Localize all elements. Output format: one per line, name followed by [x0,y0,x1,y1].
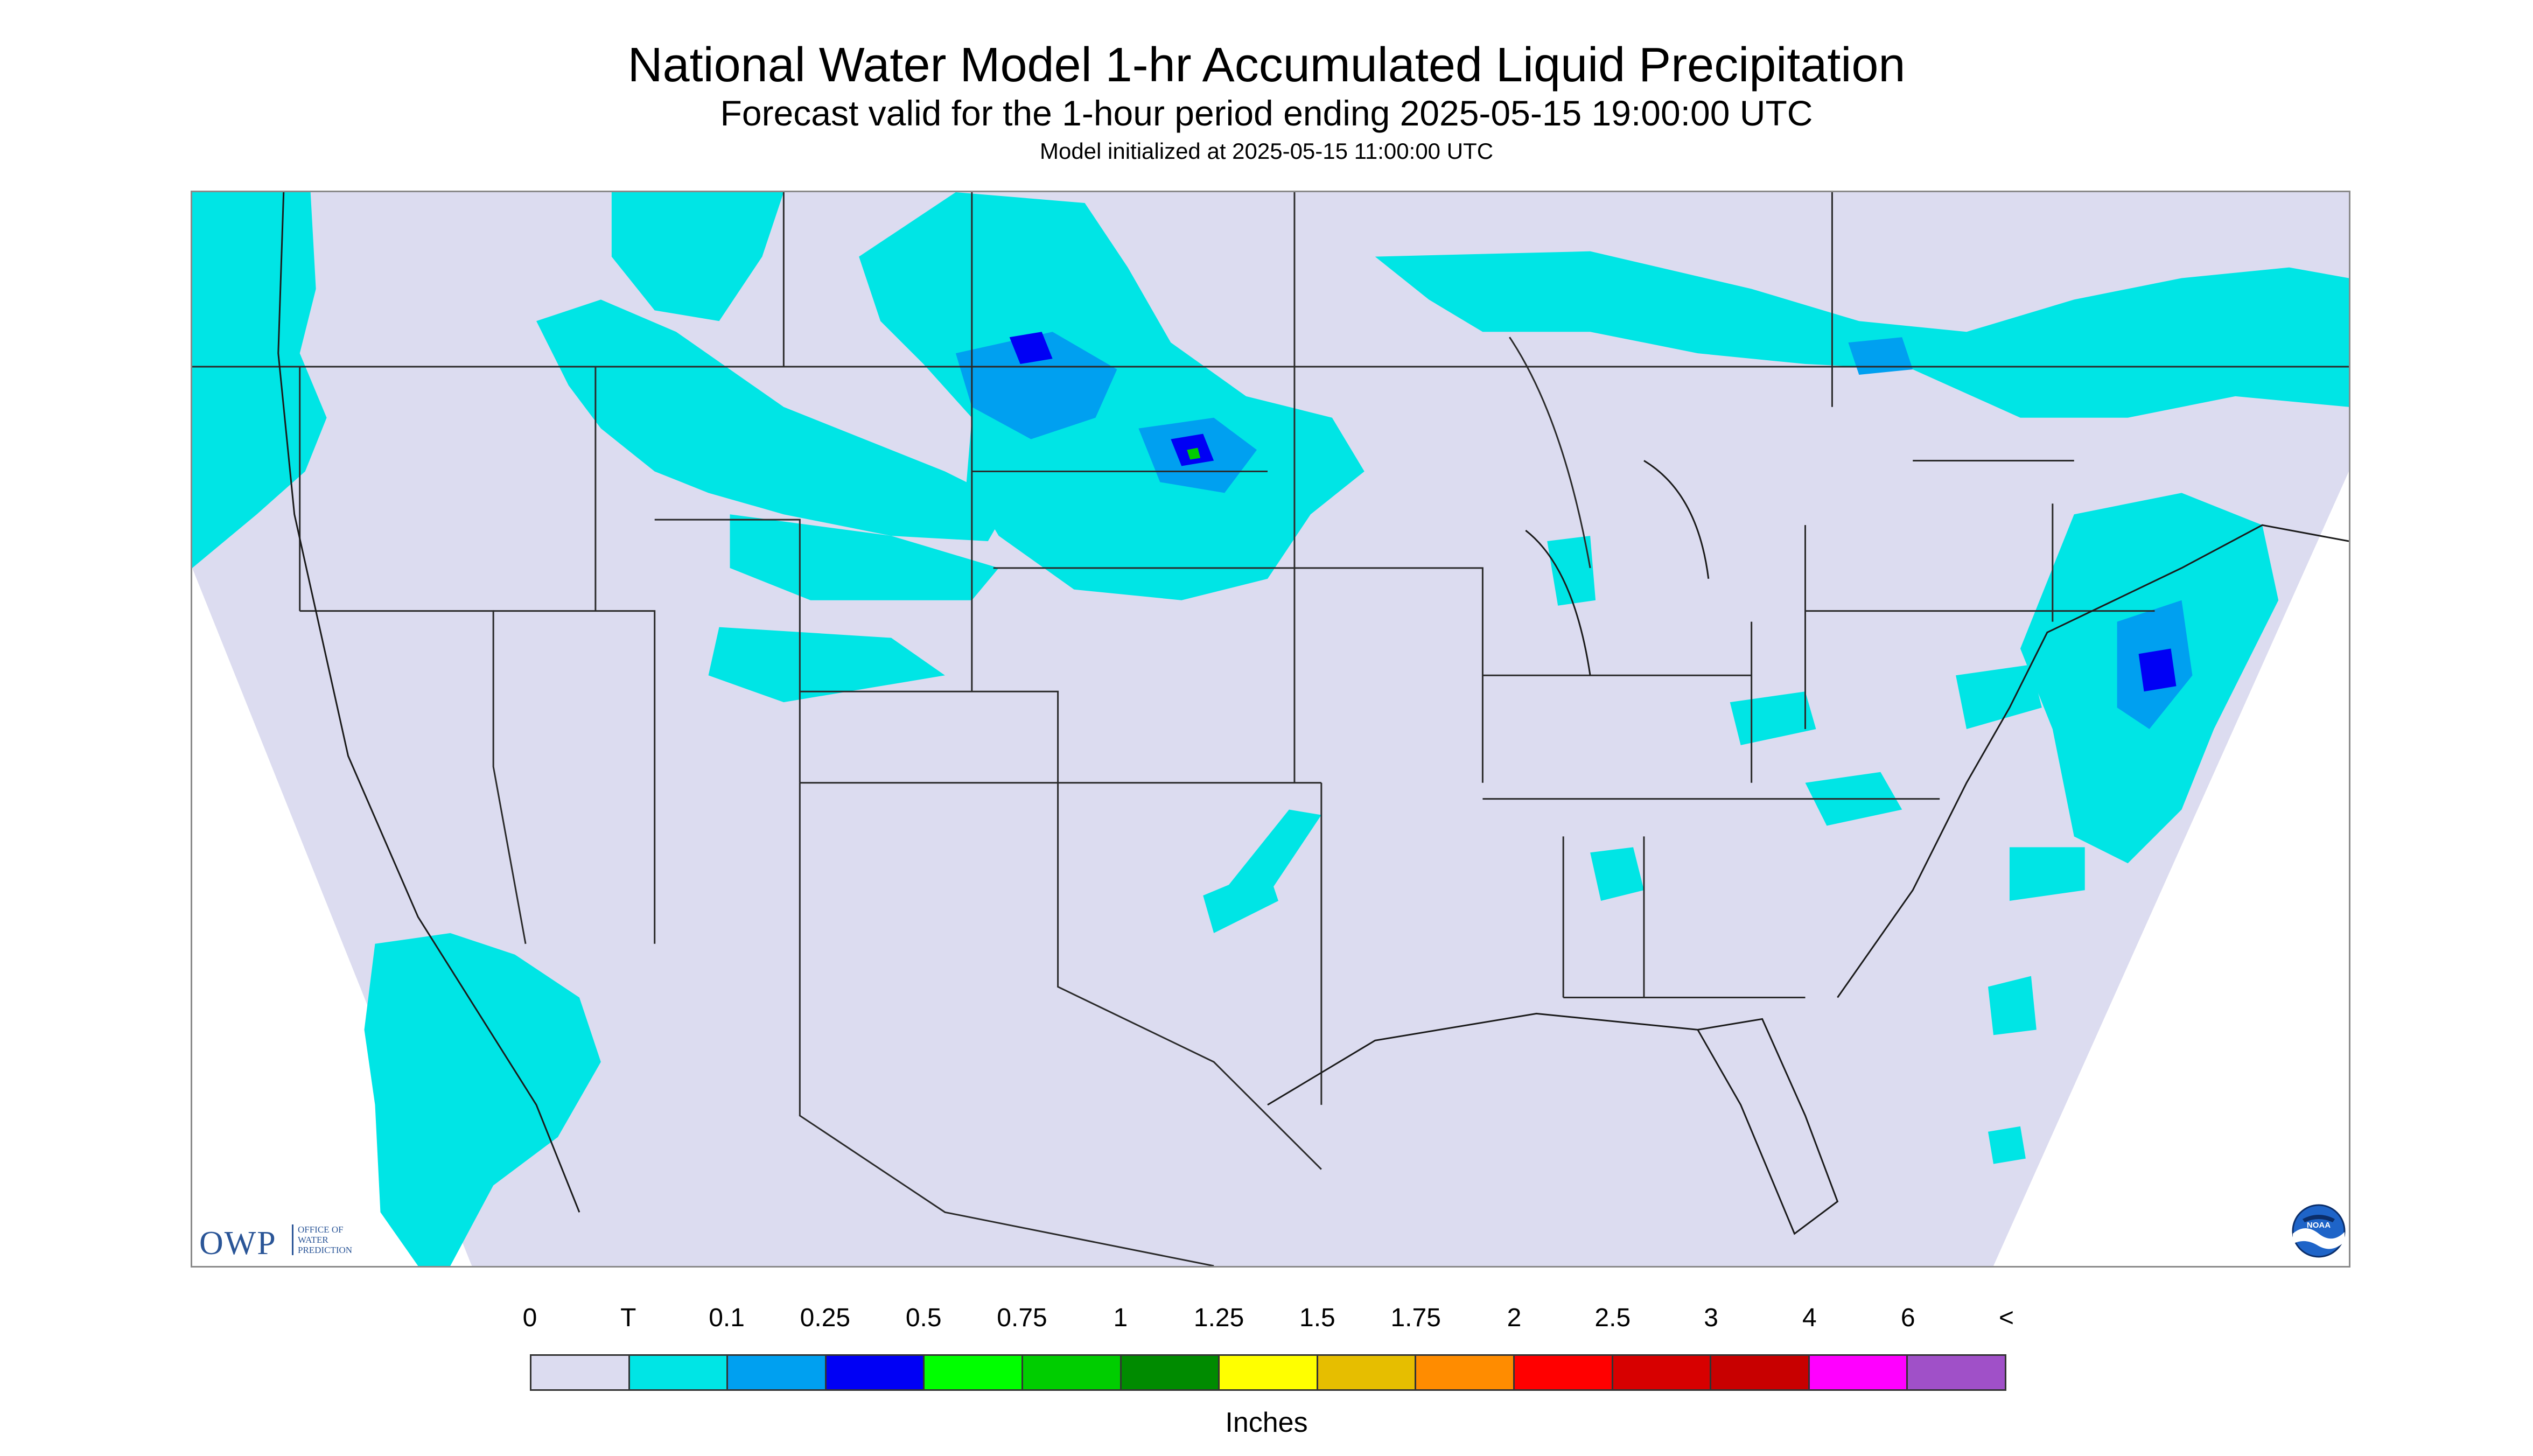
legend-label: T [620,1304,636,1332]
chart-title: National Water Model 1-hr Accumulated Li… [627,38,1906,92]
legend-swatch [1808,1354,1908,1391]
legend-label: 2.5 [1594,1304,1631,1332]
legend-label: 0.5 [905,1304,942,1332]
legend-label: < [1998,1304,2014,1332]
legend-swatch [530,1354,630,1391]
legend-label: 0.1 [709,1304,745,1332]
legend-label: 4 [1802,1304,1817,1332]
legend-label: 2 [1507,1304,1522,1332]
legend-label: 0.75 [997,1304,1047,1332]
legend-label: 1.25 [1193,1304,1244,1332]
noaa-logo-text: NOAA [2307,1221,2331,1230]
legend-labels: 0 T 0.1 0.25 0.5 0.75 1 1.25 1.5 1.75 2 2.5 3 4 6 < [0,1302,2533,1340]
chart-subtitle: Forecast valid for the 1-hour period end… [720,93,1813,133]
legend-swatch [1218,1354,1318,1391]
legend-swatch [824,1354,925,1391]
legend-units: Inches [1225,1407,1308,1438]
legend-swatch [1710,1354,1810,1391]
legend-swatch [923,1354,1023,1391]
legend-label: 6 [1900,1304,1915,1332]
coastlines [277,192,2349,1235]
map-svg [192,192,2349,1266]
legend-label: 1.5 [1299,1304,1335,1332]
owp-logo-letters: OWP [199,1225,277,1262]
legend-swatch [1513,1354,1613,1391]
legend-swatch [1021,1354,1122,1391]
legend-label: 1.75 [1390,1304,1441,1332]
legend-swatch [1119,1354,1220,1391]
boundaries [192,192,2349,1266]
legend-label: 0 [522,1304,537,1332]
legend-swatch [1415,1354,1515,1391]
precipitation-map [191,191,2350,1268]
precip-heavy [1187,447,1201,460]
legend-label: 1 [1113,1304,1128,1332]
color-legend [530,1354,2006,1391]
legend-swatch [1906,1354,2006,1391]
legend-label: 0.25 [800,1304,851,1332]
noaa-logo: NOAA [2292,1204,2346,1258]
model-init-time: Model initialized at 2025-05-15 11:00:00… [1039,138,1494,164]
owp-logo-subtext: OFFICE OF WATER PREDICTION [292,1224,352,1255]
legend-swatch [1316,1354,1417,1391]
legend-swatch [628,1354,729,1391]
legend-label: 3 [1704,1304,1718,1332]
legend-swatch [726,1354,827,1391]
legend-swatch [1611,1354,1712,1391]
